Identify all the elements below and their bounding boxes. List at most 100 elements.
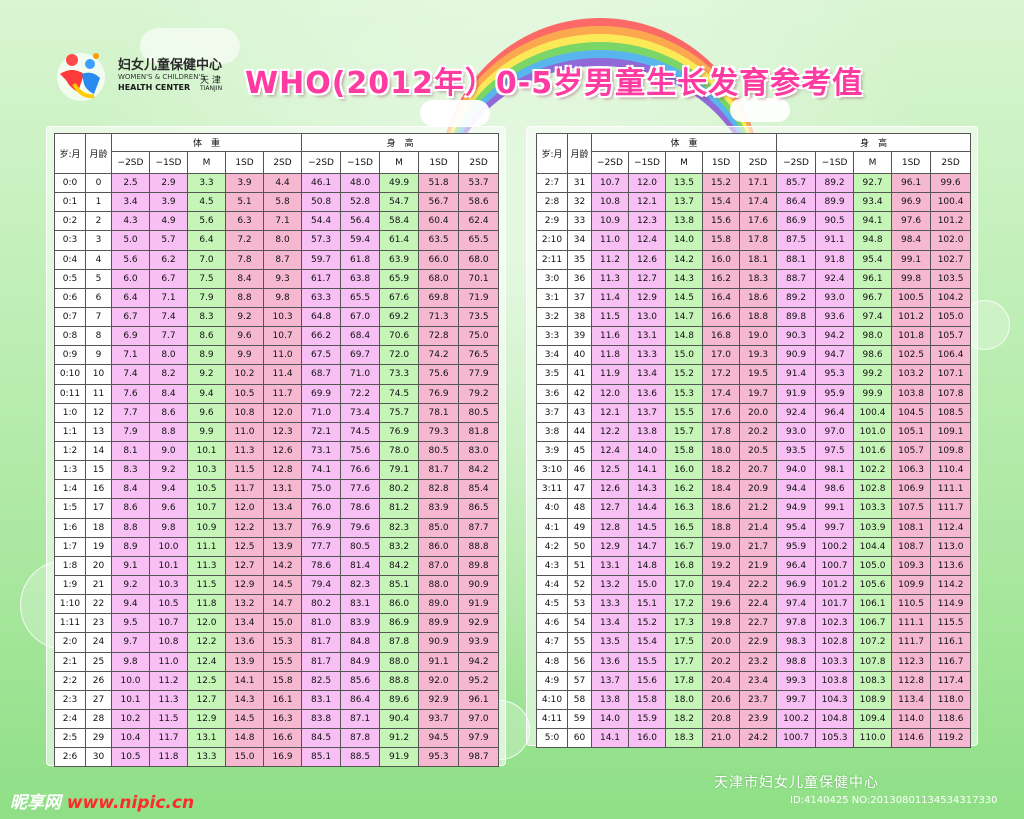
height-2sd: 108.5 <box>930 402 972 423</box>
table-row: 1:10 22 9.4 10.5 11.8 13.2 14.7 80.2 83.1 86.0 89.… <box>54 594 500 615</box>
height-minus2sd: 94.4 <box>776 479 817 500</box>
weight-minus1sd: 7.4 <box>149 306 188 328</box>
weight-minus2sd: 7.7 <box>111 402 150 423</box>
weight-minus2sd: 13.2 <box>591 574 629 596</box>
weight-1sd: 12.0 <box>225 498 264 519</box>
height-2sd: 90.9 <box>458 574 500 596</box>
weight-minus1sd: 9.8 <box>149 517 188 538</box>
weight-minus1sd: 12.0 <box>628 172 666 194</box>
age-cell: 0:5 <box>54 268 86 289</box>
weight-2sd: 18.8 <box>738 306 778 328</box>
age-cell: 3:8 <box>536 421 568 442</box>
weight-1sd: 12.2 <box>225 517 264 538</box>
age-cell: 1:2 <box>54 440 86 462</box>
weight-minus2sd: 5.6 <box>111 249 150 270</box>
col-header: −2SD <box>301 151 342 174</box>
weight-minus1sd: 8.4 <box>149 383 188 404</box>
height-2sd: 77.9 <box>458 364 500 385</box>
height-minus1sd: 69.7 <box>340 345 381 366</box>
col-header: 1SD <box>225 151 264 174</box>
height-minus2sd: 79.4 <box>301 574 342 596</box>
weight-median: 17.7 <box>665 651 703 672</box>
height-minus1sd: 98.1 <box>815 460 855 481</box>
weight-minus1sd: 8.2 <box>149 364 188 385</box>
height-minus2sd: 50.8 <box>301 192 342 213</box>
height-median: 103.3 <box>853 498 893 519</box>
age-cell: 2:2 <box>54 670 86 691</box>
weight-minus2sd: 9.2 <box>111 574 150 596</box>
weight-minus1sd: 15.1 <box>628 594 666 615</box>
height-2sd: 79.2 <box>458 383 500 404</box>
height-median: 69.2 <box>379 306 420 328</box>
table-row: 0:3 3 5.0 5.7 6.4 7.2 8.0 57.3 59.4 61.4 63.5 65.5 <box>54 230 500 251</box>
age-cell: 0:6 <box>54 287 86 308</box>
weight-median: 15.0 <box>665 345 703 366</box>
weight-2sd: 15.8 <box>262 670 303 691</box>
weight-minus2sd: 14.0 <box>591 708 629 730</box>
month-cell: 43 <box>567 402 592 423</box>
height-2sd: 93.9 <box>458 632 500 653</box>
right-table-body: 2:7 31 10.7 12.0 13.5 15.2 17.1 85.7 89.2 92.7 96.… <box>536 172 972 749</box>
weight-minus1sd: 9.4 <box>149 479 188 500</box>
age-cell: 3:1 <box>536 287 568 308</box>
height-minus2sd: 95.9 <box>776 536 817 557</box>
age-cell: 0:7 <box>54 306 86 328</box>
weight-minus2sd: 10.2 <box>111 708 150 730</box>
weight-median: 15.3 <box>665 383 703 404</box>
month-cell: 4 <box>85 249 112 270</box>
weight-minus2sd: 13.6 <box>591 651 629 672</box>
weight-minus2sd: 9.8 <box>111 651 150 672</box>
month-cell: 2 <box>85 211 112 232</box>
height-median: 58.4 <box>379 211 420 232</box>
height-minus2sd: 94.9 <box>776 498 817 519</box>
height-minus2sd: 76.9 <box>301 517 342 538</box>
watermark: 昵享网 www.nipic.cn <box>10 788 194 813</box>
weight-2sd: 8.0 <box>262 230 303 251</box>
month-cell: 53 <box>567 594 592 615</box>
weight-minus1sd: 6.2 <box>149 249 188 270</box>
weight-minus1sd: 10.5 <box>149 594 188 615</box>
height-2sd: 111.1 <box>930 479 972 500</box>
height-2sd: 96.1 <box>458 689 500 710</box>
age-cell: 2:11 <box>536 249 568 270</box>
table-row: 3:11 47 12.6 14.3 16.2 18.4 20.9 94.4 98.6 102.8 1… <box>536 479 972 500</box>
height-median: 89.6 <box>379 689 420 710</box>
height-2sd: 58.6 <box>458 192 500 213</box>
height-minus1sd: 75.6 <box>340 440 381 462</box>
height-2sd: 62.4 <box>458 211 500 232</box>
weight-median: 14.3 <box>665 268 703 289</box>
weight-median: 15.5 <box>665 402 703 423</box>
height-minus2sd: 81.0 <box>301 613 342 634</box>
month-cell: 34 <box>567 230 592 251</box>
month-cell: 54 <box>567 613 592 634</box>
weight-minus2sd: 8.4 <box>111 479 150 500</box>
weight-1sd: 15.2 <box>702 172 740 194</box>
weight-2sd: 20.9 <box>738 479 778 500</box>
table-row: 4:2 50 12.9 14.7 16.7 19.0 21.7 95.9 100.2 104.4 1… <box>536 536 972 557</box>
weight-2sd: 14.5 <box>262 574 303 596</box>
table-row: 2:0 24 9.7 10.8 12.2 13.6 15.3 81.7 84.8 87.8 90.9… <box>54 632 500 653</box>
height-minus2sd: 46.1 <box>301 172 342 194</box>
month-cell: 27 <box>85 689 112 710</box>
weight-minus1sd: 10.0 <box>149 536 188 557</box>
col-header: −1SD <box>628 151 666 174</box>
weight-minus2sd: 10.0 <box>111 670 150 691</box>
height-minus1sd: 93.6 <box>815 306 855 328</box>
weight-1sd: 12.9 <box>225 574 264 596</box>
col-header: 2SD <box>930 151 972 174</box>
weight-median: 10.1 <box>187 440 226 462</box>
height-median: 95.4 <box>853 249 893 270</box>
weight-1sd: 20.6 <box>702 689 740 710</box>
height-2sd: 70.1 <box>458 268 500 289</box>
height-median: 96.1 <box>853 268 893 289</box>
table-row: 1:11 23 9.5 10.7 12.0 13.4 15.0 81.0 83.9 86.9 89.… <box>54 613 500 634</box>
age-cell: 2:7 <box>536 172 568 194</box>
weight-median: 7.5 <box>187 268 226 289</box>
col-header: −1SD <box>149 151 188 174</box>
org-logo: 妇女儿童保健中心 WOMEN'S & CHILDREN'S HEALTH CEN… <box>50 40 240 110</box>
month-cell: 31 <box>567 172 592 194</box>
table-row: 0:11 11 7.6 8.4 9.4 10.5 11.7 69.9 72.2 74.5 76.9 7… <box>54 383 500 404</box>
height-median: 93.4 <box>853 192 893 213</box>
height-median: 80.2 <box>379 479 420 500</box>
height-median: 104.4 <box>853 536 893 557</box>
